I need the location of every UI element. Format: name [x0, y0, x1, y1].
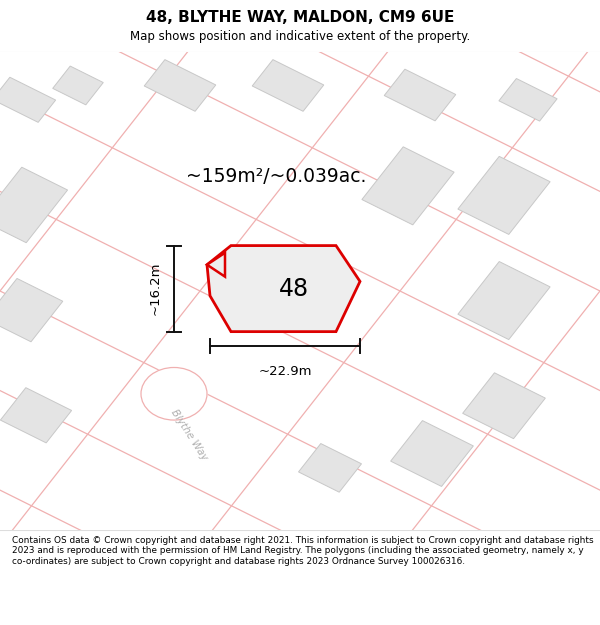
Text: 48: 48: [279, 277, 309, 301]
Polygon shape: [53, 66, 103, 105]
Circle shape: [141, 368, 207, 420]
Polygon shape: [499, 79, 557, 121]
Text: ~16.2m: ~16.2m: [149, 262, 162, 316]
Text: 48, BLYTHE WAY, MALDON, CM9 6UE: 48, BLYTHE WAY, MALDON, CM9 6UE: [146, 11, 454, 26]
Polygon shape: [207, 246, 360, 332]
Polygon shape: [252, 59, 324, 111]
Polygon shape: [0, 279, 63, 342]
Text: Contains OS data © Crown copyright and database right 2021. This information is : Contains OS data © Crown copyright and d…: [12, 536, 593, 566]
Polygon shape: [299, 444, 361, 492]
Polygon shape: [207, 253, 225, 277]
Polygon shape: [463, 372, 545, 439]
Text: ~22.9m: ~22.9m: [258, 365, 312, 378]
Text: Blythe Way: Blythe Way: [169, 407, 209, 462]
Polygon shape: [458, 261, 550, 339]
Polygon shape: [0, 78, 56, 122]
Polygon shape: [384, 69, 456, 121]
Polygon shape: [1, 388, 71, 443]
Polygon shape: [391, 421, 473, 486]
Polygon shape: [362, 147, 454, 225]
Text: Map shows position and indicative extent of the property.: Map shows position and indicative extent…: [130, 29, 470, 42]
Polygon shape: [0, 168, 68, 242]
Polygon shape: [458, 156, 550, 234]
Polygon shape: [144, 59, 216, 111]
Text: ~159m²/~0.039ac.: ~159m²/~0.039ac.: [186, 167, 366, 186]
